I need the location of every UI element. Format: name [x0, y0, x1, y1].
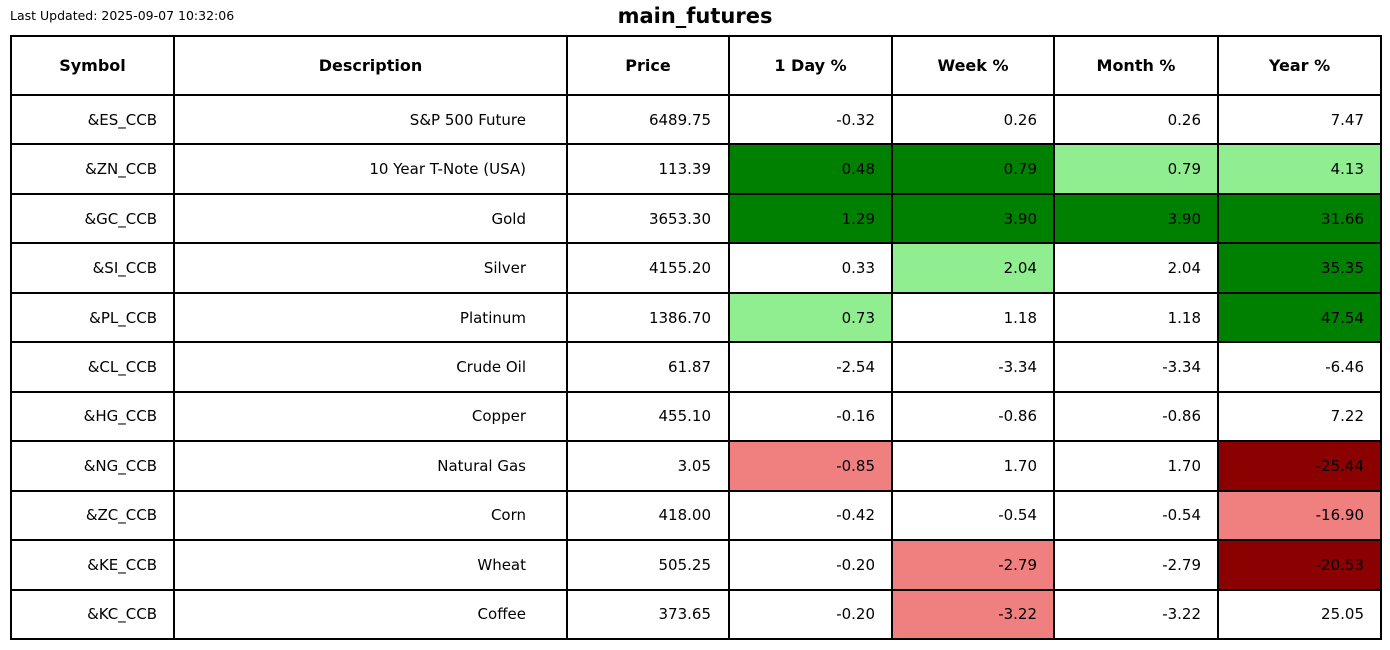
description-cell: S&P 500 Future — [173, 93, 568, 146]
month-pct-cell: 0.79 — [1053, 143, 1219, 195]
description-cell: Silver — [173, 242, 568, 294]
week-pct-cell: -3.34 — [891, 341, 1055, 393]
week-pct-cell: 0.79 — [891, 143, 1055, 195]
table-row: &KE_CCB Wheat 505.25 -0.20 -2.79 -2.79 -… — [10, 539, 1382, 591]
day-pct-cell: -0.32 — [728, 93, 893, 146]
price-cell: 418.00 — [566, 489, 730, 542]
last-updated-label: Last Updated: 2025-09-07 10:32:06 — [10, 8, 235, 23]
week-pct-cell: 0.26 — [891, 93, 1055, 146]
symbol-cell: &CL_CCB — [10, 341, 175, 393]
year-pct-cell: -20.53 — [1217, 539, 1382, 591]
table-row: &ZC_CCB Corn 418.00 -0.42 -0.54 -0.54 -1… — [10, 489, 1382, 542]
week-pct-cell: -2.79 — [891, 539, 1055, 591]
description-cell: Wheat — [173, 539, 568, 591]
day-pct-cell: 0.73 — [728, 291, 893, 344]
year-pct-cell: 35.35 — [1217, 242, 1382, 294]
day-pct-cell: -0.42 — [728, 489, 893, 542]
page-title: main_futures — [617, 4, 773, 28]
price-cell: 6489.75 — [566, 93, 730, 146]
price-cell: 455.10 — [566, 390, 730, 443]
week-pct-cell: 3.90 — [891, 192, 1055, 245]
price-cell: 505.25 — [566, 539, 730, 591]
symbol-cell: &NG_CCB — [10, 440, 175, 492]
week-pct-cell: -0.86 — [891, 390, 1055, 443]
col-header-week-pct: Week % — [891, 35, 1055, 96]
day-pct-cell: -0.85 — [728, 440, 893, 492]
description-cell: 10 Year T-Note (USA) — [173, 143, 568, 195]
symbol-cell: &SI_CCB — [10, 242, 175, 294]
col-header-price: Price — [566, 35, 730, 96]
table-row: &GC_CCB Gold 3653.30 1.29 3.90 3.90 31.6… — [10, 192, 1382, 245]
symbol-cell: &HG_CCB — [10, 390, 175, 443]
col-header-description: Description — [173, 35, 568, 96]
week-pct-cell: -3.22 — [891, 588, 1055, 641]
table-row: &PL_CCB Platinum 1386.70 0.73 1.18 1.18 … — [10, 291, 1382, 344]
description-cell: Crude Oil — [173, 341, 568, 393]
price-cell: 113.39 — [566, 143, 730, 195]
year-pct-cell: -16.90 — [1217, 489, 1382, 542]
price-cell: 3.05 — [566, 440, 730, 492]
week-pct-cell: 1.70 — [891, 440, 1055, 492]
week-pct-cell: -0.54 — [891, 489, 1055, 542]
year-pct-cell: 4.13 — [1217, 143, 1382, 195]
header-row: Symbol Description Price 1 Day % Week % … — [10, 35, 1382, 96]
symbol-cell: &ZC_CCB — [10, 489, 175, 542]
month-pct-cell: -0.54 — [1053, 489, 1219, 542]
year-pct-cell: -25.44 — [1217, 440, 1382, 492]
symbol-cell: &PL_CCB — [10, 291, 175, 344]
price-cell: 373.65 — [566, 588, 730, 641]
table-row: &HG_CCB Copper 455.10 -0.16 -0.86 -0.86 … — [10, 390, 1382, 443]
description-cell: Corn — [173, 489, 568, 542]
price-cell: 1386.70 — [566, 291, 730, 344]
col-header-symbol: Symbol — [10, 35, 175, 96]
day-pct-cell: -2.54 — [728, 341, 893, 393]
col-header-1day-pct: 1 Day % — [728, 35, 893, 96]
month-pct-cell: 2.04 — [1053, 242, 1219, 294]
price-cell: 4155.20 — [566, 242, 730, 294]
symbol-cell: &KE_CCB — [10, 539, 175, 591]
table-row: &ES_CCB S&P 500 Future 6489.75 -0.32 0.2… — [10, 93, 1382, 146]
table-row: &SI_CCB Silver 4155.20 0.33 2.04 2.04 35… — [10, 242, 1382, 294]
month-pct-cell: -3.22 — [1053, 588, 1219, 641]
col-header-month-pct: Month % — [1053, 35, 1219, 96]
week-pct-cell: 1.18 — [891, 291, 1055, 344]
day-pct-cell: 1.29 — [728, 192, 893, 245]
year-pct-cell: 47.54 — [1217, 291, 1382, 344]
description-cell: Gold — [173, 192, 568, 245]
month-pct-cell: 3.90 — [1053, 192, 1219, 245]
table-row: &ZN_CCB 10 Year T-Note (USA) 113.39 0.48… — [10, 143, 1382, 195]
symbol-cell: &GC_CCB — [10, 192, 175, 245]
symbol-cell: &ZN_CCB — [10, 143, 175, 195]
year-pct-cell: 25.05 — [1217, 588, 1382, 641]
month-pct-cell: -2.79 — [1053, 539, 1219, 591]
description-cell: Coffee — [173, 588, 568, 641]
month-pct-cell: 0.26 — [1053, 93, 1219, 146]
price-cell: 3653.30 — [566, 192, 730, 245]
year-pct-cell: 7.22 — [1217, 390, 1382, 443]
week-pct-cell: 2.04 — [891, 242, 1055, 294]
table-row: &CL_CCB Crude Oil 61.87 -2.54 -3.34 -3.3… — [10, 341, 1382, 393]
day-pct-cell: -0.20 — [728, 539, 893, 591]
day-pct-cell: -0.16 — [728, 390, 893, 443]
table-row: &NG_CCB Natural Gas 3.05 -0.85 1.70 1.70… — [10, 440, 1382, 492]
month-pct-cell: -3.34 — [1053, 341, 1219, 393]
col-header-year-pct: Year % — [1217, 35, 1382, 96]
symbol-cell: &ES_CCB — [10, 93, 175, 146]
year-pct-cell: 7.47 — [1217, 93, 1382, 146]
day-pct-cell: -0.20 — [728, 588, 893, 641]
futures-table: Symbol Description Price 1 Day % Week % … — [10, 35, 1382, 641]
description-cell: Platinum — [173, 291, 568, 344]
table-row: &KC_CCB Coffee 373.65 -0.20 -3.22 -3.22 … — [10, 588, 1382, 641]
description-cell: Copper — [173, 390, 568, 443]
year-pct-cell: 31.66 — [1217, 192, 1382, 245]
description-cell: Natural Gas — [173, 440, 568, 492]
month-pct-cell: 1.70 — [1053, 440, 1219, 492]
month-pct-cell: 1.18 — [1053, 291, 1219, 344]
day-pct-cell: 0.33 — [728, 242, 893, 294]
price-cell: 61.87 — [566, 341, 730, 393]
month-pct-cell: -0.86 — [1053, 390, 1219, 443]
symbol-cell: &KC_CCB — [10, 588, 175, 641]
year-pct-cell: -6.46 — [1217, 341, 1382, 393]
day-pct-cell: 0.48 — [728, 143, 893, 195]
